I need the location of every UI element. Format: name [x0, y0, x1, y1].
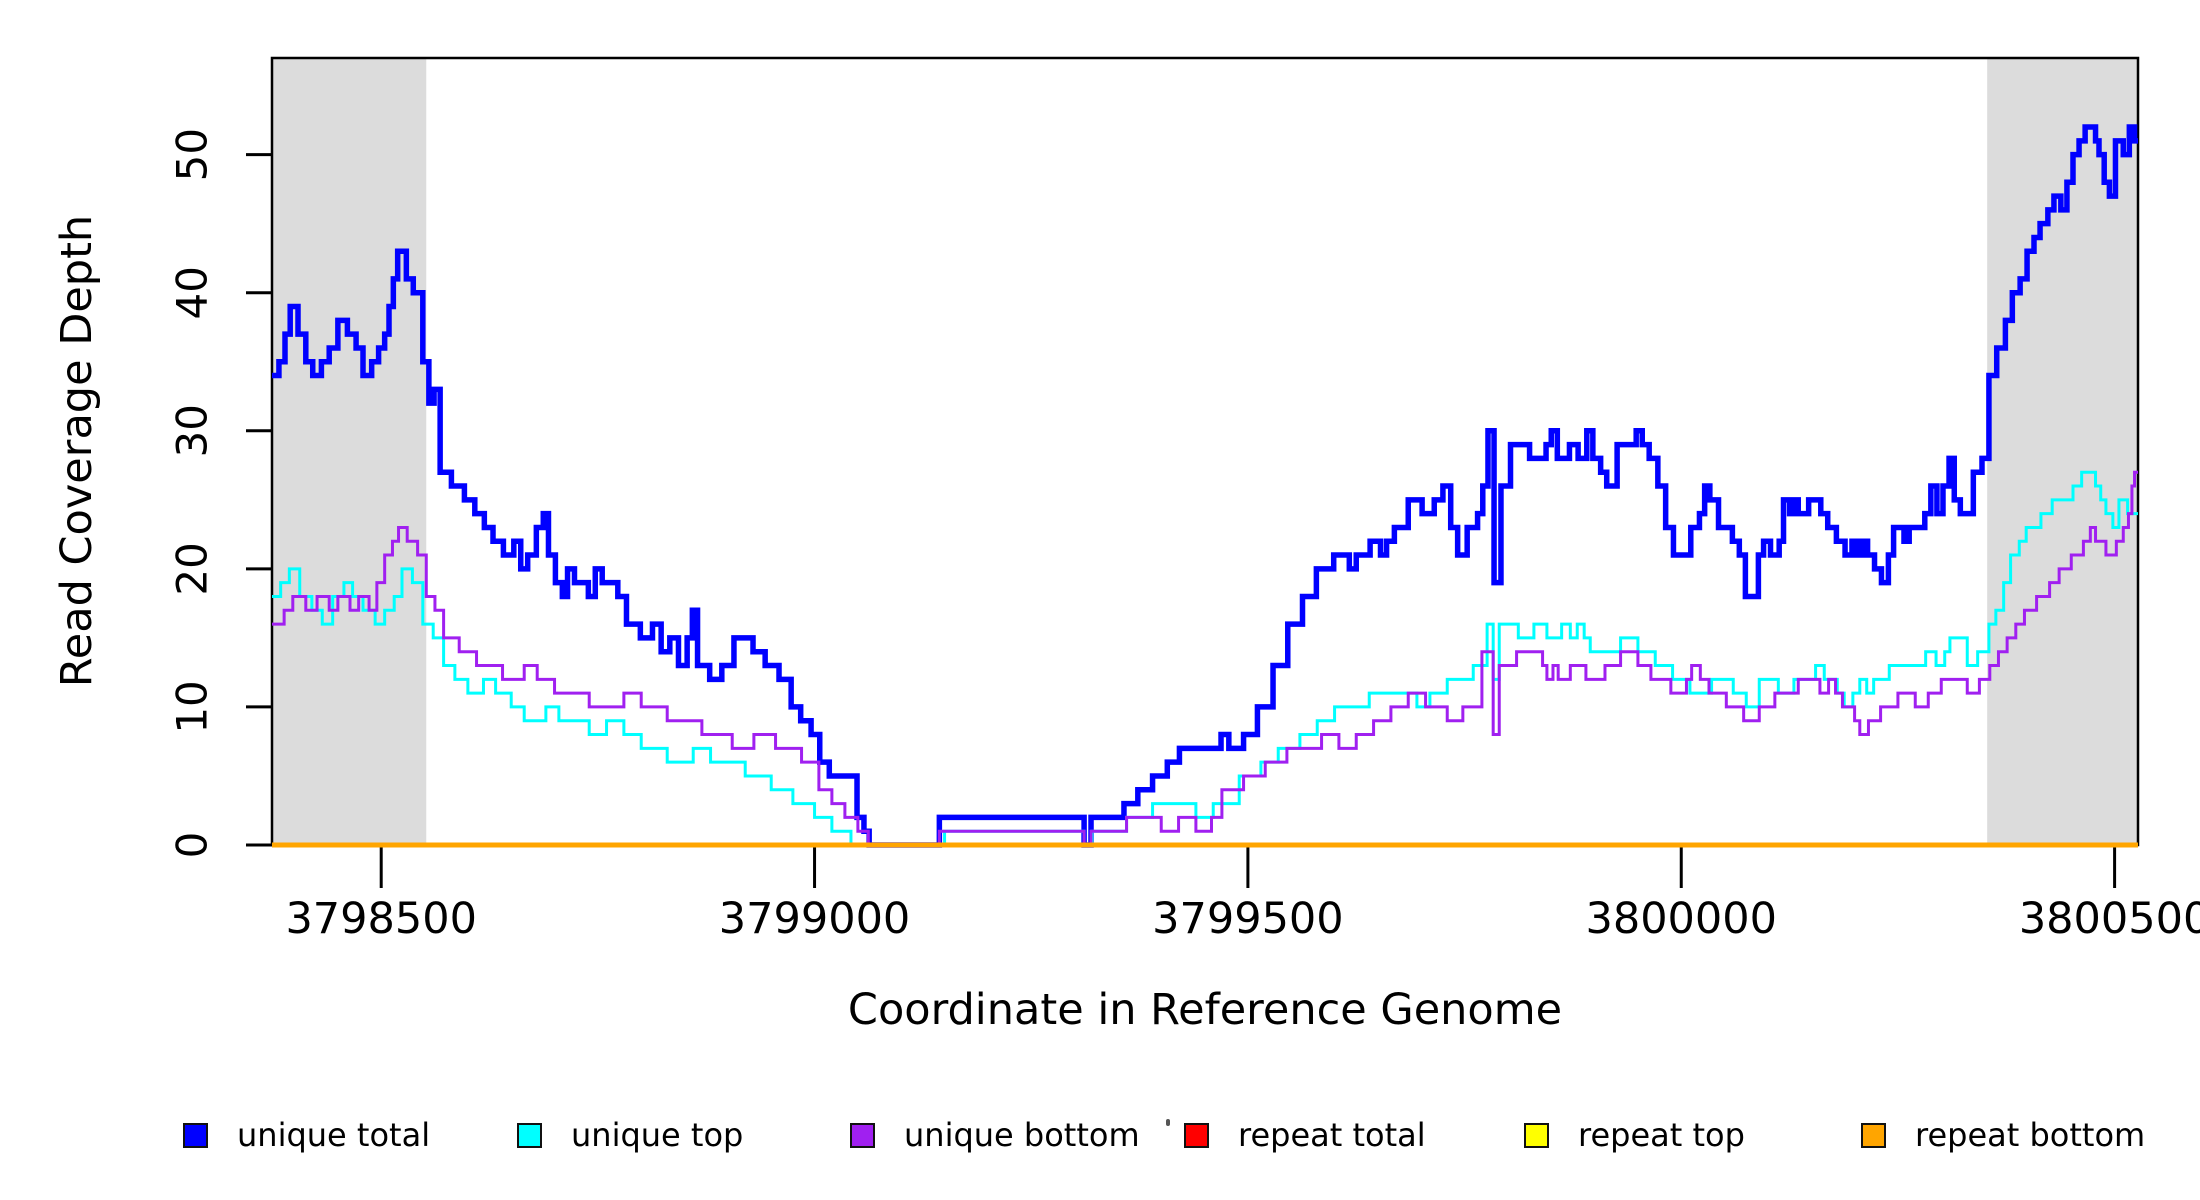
legend-label: unique top — [571, 1116, 744, 1154]
x-tick-label: 3798500 — [285, 894, 477, 944]
y-tick-label: 0 — [168, 832, 217, 859]
series-unique-total — [272, 124, 2138, 848]
y-tick-label: 10 — [168, 680, 217, 733]
x-tick-label: 3800000 — [1585, 894, 1777, 944]
legend-label: repeat total — [1238, 1116, 1426, 1154]
series-unique-top — [272, 470, 2138, 847]
legend-swatch-unique-bottom — [850, 1122, 875, 1148]
legend-item-unique-top: unique top — [517, 1116, 744, 1154]
legend-swatch-repeat-bottom — [1861, 1122, 1886, 1148]
legend-label: unique total — [237, 1116, 431, 1154]
legend-label: repeat top — [1578, 1116, 1745, 1154]
legend-item-unique-bottom: unique bottom — [850, 1116, 1140, 1154]
legend-swatch-repeat-top — [1524, 1122, 1549, 1148]
legend-item-repeat-top: repeat top — [1524, 1116, 1745, 1154]
legend-item-repeat-bottom: repeat bottom — [1861, 1116, 2146, 1154]
legend-label: repeat bottom — [1915, 1116, 2146, 1154]
plot-frame — [270, 56, 2140, 847]
y-tick-label: 40 — [168, 266, 217, 319]
x-tick-label: 3799000 — [719, 894, 911, 944]
legend-swatch-unique-top — [517, 1122, 542, 1148]
series-unique-bottom — [272, 470, 2138, 847]
legend: unique total unique top unique bottom repea… — [0, 1116, 2200, 1158]
y-tick-label: 30 — [168, 404, 217, 457]
legend-label: unique bottom — [904, 1116, 1140, 1154]
legend-swatch-unique-total — [183, 1122, 208, 1148]
y-tick-label: 50 — [168, 128, 217, 181]
legend-item-unique-total: unique total — [183, 1116, 431, 1154]
left-gray-band — [272, 58, 427, 845]
y-tick-label: 20 — [168, 542, 217, 595]
legend-artifact-dot — [1166, 1119, 1170, 1126]
legend-item-repeat-total: repeat total — [1184, 1116, 1426, 1154]
x-tick-label: 3800500 — [2019, 894, 2200, 944]
x-axis-title: Coordinate in Reference Genome — [847, 985, 1563, 1035]
legend-swatch-repeat-total — [1184, 1122, 1209, 1148]
x-tick-label: 3799500 — [1152, 894, 1344, 944]
y-axis-title: Read Coverage Depth — [52, 214, 102, 688]
